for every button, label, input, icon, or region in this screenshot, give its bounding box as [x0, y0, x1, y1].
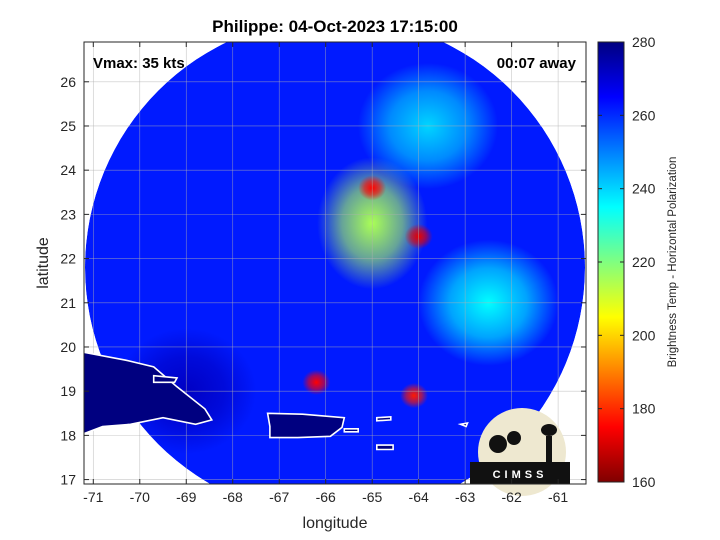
y-tick-label: 24	[60, 162, 76, 178]
colorbar-tick-label: 280	[632, 34, 656, 50]
y-axis-ticks: 17 18 19 20 21 22 23 24 25 26	[60, 74, 586, 488]
puerto-rico-coast	[266, 412, 346, 439]
y-tick-label: 26	[60, 74, 76, 90]
y-tick-label: 19	[60, 383, 76, 399]
vieques-coast	[343, 428, 359, 433]
colorbar-tick-label: 200	[632, 327, 656, 343]
colorbar-tick-label: 240	[632, 181, 656, 197]
x-axis-ticks: -71 -70 -69 -68 -67 -66 -65 -64 -63 -62 -61	[83, 42, 568, 505]
axes-frame	[83, 41, 587, 485]
y-tick-label: 23	[60, 206, 76, 222]
x-tick-label: -63	[455, 489, 475, 505]
swath-feature	[302, 369, 331, 395]
colorbar-tick-label: 220	[632, 254, 656, 270]
colorbar-label: Brightness Temp - Horizontal Polarizatio…	[667, 157, 679, 368]
x-tick-label: -67	[269, 489, 289, 505]
hispaniola-coast-land	[84, 352, 212, 434]
microwave-swath	[85, 42, 585, 484]
cimss-logo: CIMSS	[470, 408, 570, 496]
colorbar-tick-label: 160	[632, 474, 656, 490]
logo-water-tower	[541, 424, 557, 436]
st-croix-coast	[376, 444, 394, 451]
y-tick-label: 17	[60, 472, 76, 488]
logo-dish	[489, 435, 507, 453]
x-tick-label: -61	[548, 489, 568, 505]
x-tick-label: -66	[316, 489, 336, 505]
coastlines	[84, 351, 469, 451]
y-axis-label: latitude	[35, 237, 52, 289]
virgin-islands-coast	[376, 415, 392, 422]
x-tick-label: -65	[362, 489, 382, 505]
x-tick-label: -71	[83, 489, 103, 505]
chart-title: Philippe: 04-Oct-2023 17:15:00	[212, 17, 458, 36]
x-tick-label: -64	[409, 489, 429, 505]
colorbar-tick-label: 260	[632, 107, 656, 123]
logo-dish	[507, 431, 521, 445]
y-tick-label: 21	[60, 295, 76, 311]
y-tick-label: 25	[60, 118, 76, 134]
y-tick-label: 22	[60, 251, 76, 267]
vmax-annotation: Vmax: 35 kts	[93, 55, 185, 72]
x-tick-label: -62	[502, 489, 522, 505]
logo-banner	[470, 462, 570, 484]
anguilla-coast	[457, 421, 469, 428]
time-away-annotation: 00:07 away	[497, 55, 577, 72]
grid-lines	[84, 42, 586, 484]
x-tick-label: -70	[130, 489, 150, 505]
logo-text: CIMSS	[493, 469, 548, 481]
logo-tower-leg	[546, 436, 552, 462]
y-tick-label: 18	[60, 427, 76, 443]
samana-peninsula-coast	[152, 374, 179, 384]
swath-feature	[400, 383, 429, 409]
hispaniola-coast	[84, 351, 214, 435]
x-axis-label: longitude	[303, 515, 368, 532]
y-tick-label: 20	[60, 339, 76, 355]
x-tick-label: -69	[176, 489, 196, 505]
x-tick-label: -68	[223, 489, 243, 505]
colorbar-tick-label: 180	[632, 401, 656, 417]
colorbar-ticks: 160 180 200 220 240 260 280	[598, 34, 656, 490]
